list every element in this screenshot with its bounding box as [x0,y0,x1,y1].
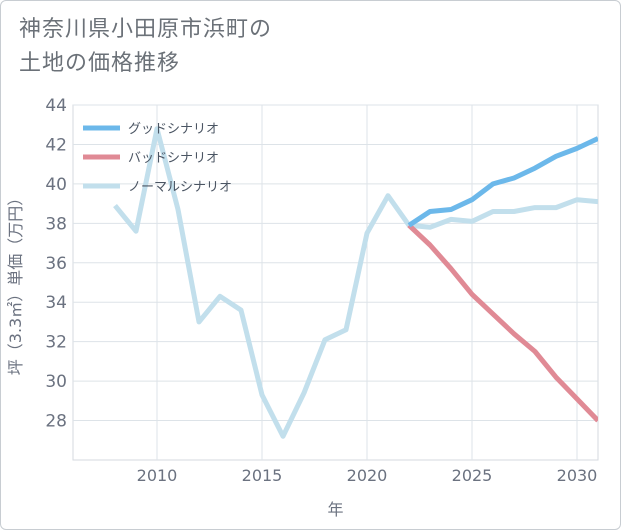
x-tick-label: 2015 [242,466,283,485]
y-tick-label: 44 [45,96,67,116]
y-tick-label: 30 [45,372,67,392]
x-tick-label: 2020 [347,466,388,485]
series-line-normal [113,126,598,439]
legend-label-good: グッドシナリオ [128,122,219,137]
y-tick-label: 38 [45,214,67,234]
x-tick-label: 2025 [452,466,493,485]
grid-lines [72,104,599,461]
y-tick-label: 32 [45,333,67,353]
x-tick-label: 2030 [557,466,598,485]
legend-label-normal: ノーマルシナリオ [128,180,232,195]
series-line-bad [407,223,598,423]
y-tick-label: 40 [45,175,67,195]
legend-label-bad: バッドシナリオ [128,151,219,166]
x-tick-label: 2010 [137,466,178,485]
y-tick-label: 42 [45,135,67,155]
y-tick-label: 36 [45,254,67,274]
y-tick-label: 34 [45,293,67,313]
chart-title-line-2: 土地の価格推移 [19,51,181,76]
series-lines [113,126,598,439]
y-axis-title: 坪（3.3㎡）単価（万円） [6,190,25,375]
plot-area [72,104,599,461]
axes: 2010 2015 2020 2025 2030 28 30 32 34 36 38 40 42 44 年 坪… [6,96,597,519]
y-tick-label: 28 [45,412,67,432]
x-axis-title: 年 [327,500,343,519]
chart-title: 神奈川県小田原市浜町の 土地の価格推移 [19,13,272,81]
chart-title-line-1: 神奈川県小田原市浜町の [19,17,273,42]
series-line-good [407,136,598,228]
